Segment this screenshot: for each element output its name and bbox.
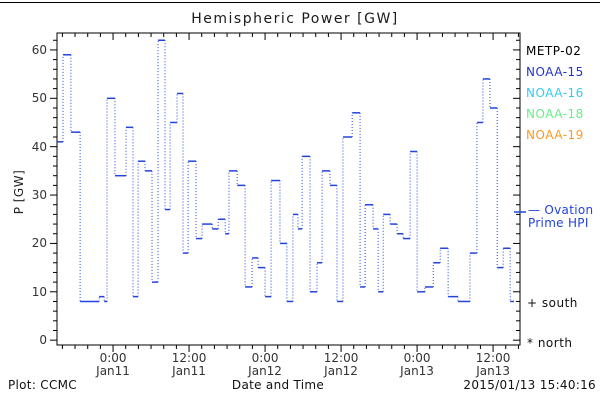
y-tick-label: 20: [31, 236, 47, 251]
legend-satellite-label: NOAA-18: [526, 107, 584, 121]
north-marker-note: * north: [527, 336, 573, 350]
x-tick-time: 0:00: [403, 351, 431, 365]
y-tick-label: 10: [31, 284, 47, 299]
x-tick-date: Jan13: [400, 364, 434, 378]
ovation-legend-line1: — Ovation: [528, 203, 594, 217]
y-tick-label: 60: [31, 42, 47, 57]
x-tick-label: 12:00 Jan13: [461, 352, 525, 378]
ovation-prime-legend: — Ovation Prime HPI: [528, 204, 593, 230]
ovation-legend-line2: Prime HPI: [528, 216, 589, 230]
legend-satellite-label: NOAA-15: [526, 65, 584, 79]
x-tick-date: Jan12: [248, 364, 282, 378]
x-tick-date: Jan11: [96, 364, 130, 378]
y-tick-label: 40: [31, 139, 47, 154]
timestamp: 2015/01/13 15:40:16: [463, 378, 596, 392]
x-tick-time: 0:00: [251, 351, 279, 365]
y-tick-label: 30: [31, 188, 47, 203]
x-tick-label: 0:00 Jan12: [233, 352, 297, 378]
plot-credit: Plot: CCMC: [8, 378, 77, 392]
legend-satellite-label: NOAA-19: [526, 128, 584, 142]
x-tick-date: Jan13: [476, 364, 510, 378]
x-tick-label: 12:00 Jan11: [157, 352, 221, 378]
x-axis-title: Date and Time: [231, 378, 325, 392]
x-tick-time: 0:00: [99, 351, 127, 365]
x-tick-time: 12:00: [475, 351, 511, 365]
x-tick-time: 12:00: [171, 351, 207, 365]
x-tick-label: 0:00 Jan11: [81, 352, 145, 378]
x-tick-date: Jan12: [324, 364, 358, 378]
legend-satellite-label: METP-02: [526, 44, 582, 58]
plot-border: [56, 32, 521, 346]
south-marker-note: + south: [527, 296, 578, 310]
y-tick-label: 0: [39, 333, 47, 348]
x-tick-date: Jan11: [172, 364, 206, 378]
x-tick-label: 12:00 Jan12: [309, 352, 373, 378]
x-tick-label: 0:00 Jan13: [385, 352, 449, 378]
page-title: Hemispheric Power [GW]: [191, 11, 399, 27]
top-rule: [0, 2, 600, 3]
y-tick-label: 50: [31, 91, 47, 106]
x-tick-time: 12:00: [323, 351, 359, 365]
legend-satellite-label: NOAA-16: [526, 86, 584, 100]
